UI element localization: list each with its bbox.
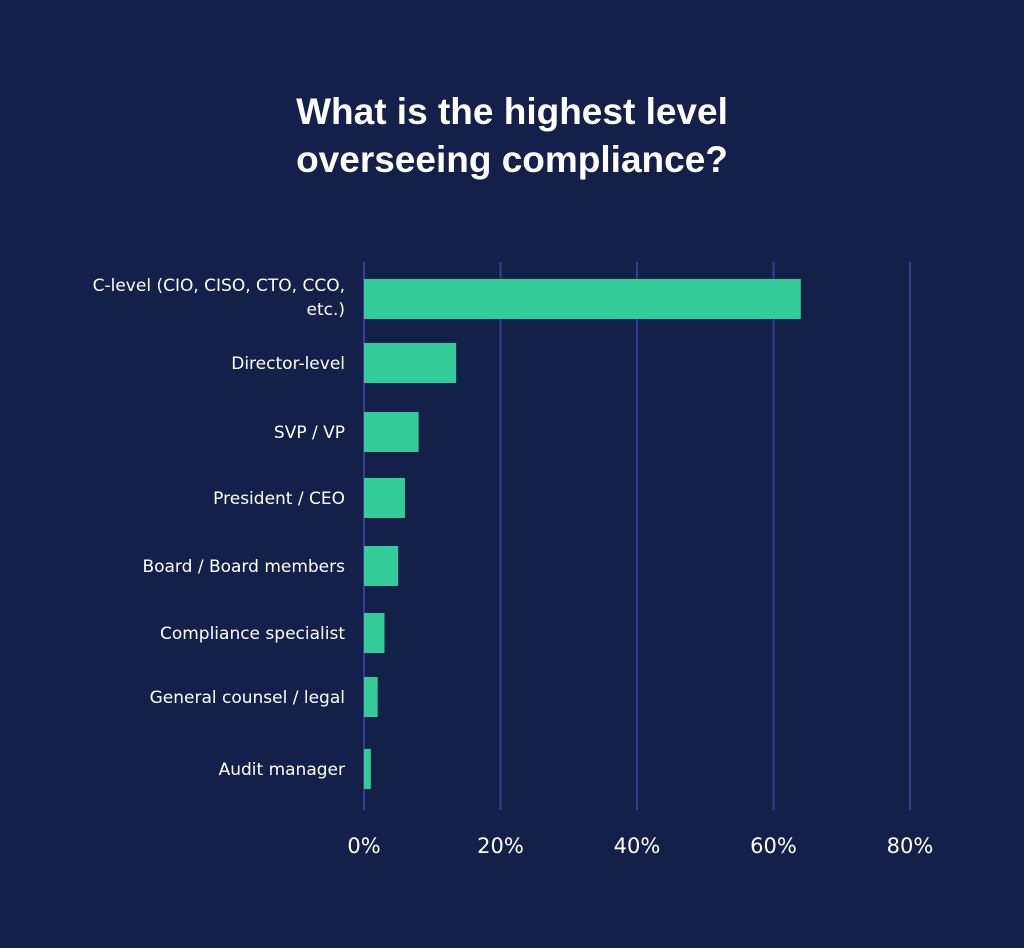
category-label: Compliance specialist [160, 624, 345, 644]
category-label: Audit manager [219, 760, 345, 780]
x-tick-label: 0% [347, 834, 380, 858]
chart-title-line: What is the highest level [296, 91, 728, 132]
x-tick-label: 20% [477, 834, 524, 858]
bar [364, 279, 801, 319]
category-label: General counsel / legal [150, 688, 345, 708]
bar [364, 677, 378, 717]
category-label: C-level (CIO, CISO, CTO, CCO, [93, 276, 345, 296]
category-label: President / CEO [213, 489, 345, 509]
chart-title-line: overseeing compliance? [296, 139, 728, 180]
bar [364, 343, 457, 383]
category-label: SVP / VP [274, 423, 345, 443]
bar [364, 546, 399, 586]
bar [364, 749, 371, 789]
category-label: etc.) [306, 300, 345, 320]
chart-title: What is the highest level overseeing com… [0, 88, 1024, 184]
bar [364, 613, 385, 653]
category-label: Director-level [231, 354, 345, 374]
x-tick-label: 80% [887, 834, 934, 858]
category-label: Board / Board members [142, 557, 345, 577]
x-tick-label: 40% [614, 834, 661, 858]
x-tick-label: 60% [750, 834, 797, 858]
bar [364, 478, 405, 518]
bar [364, 412, 419, 452]
